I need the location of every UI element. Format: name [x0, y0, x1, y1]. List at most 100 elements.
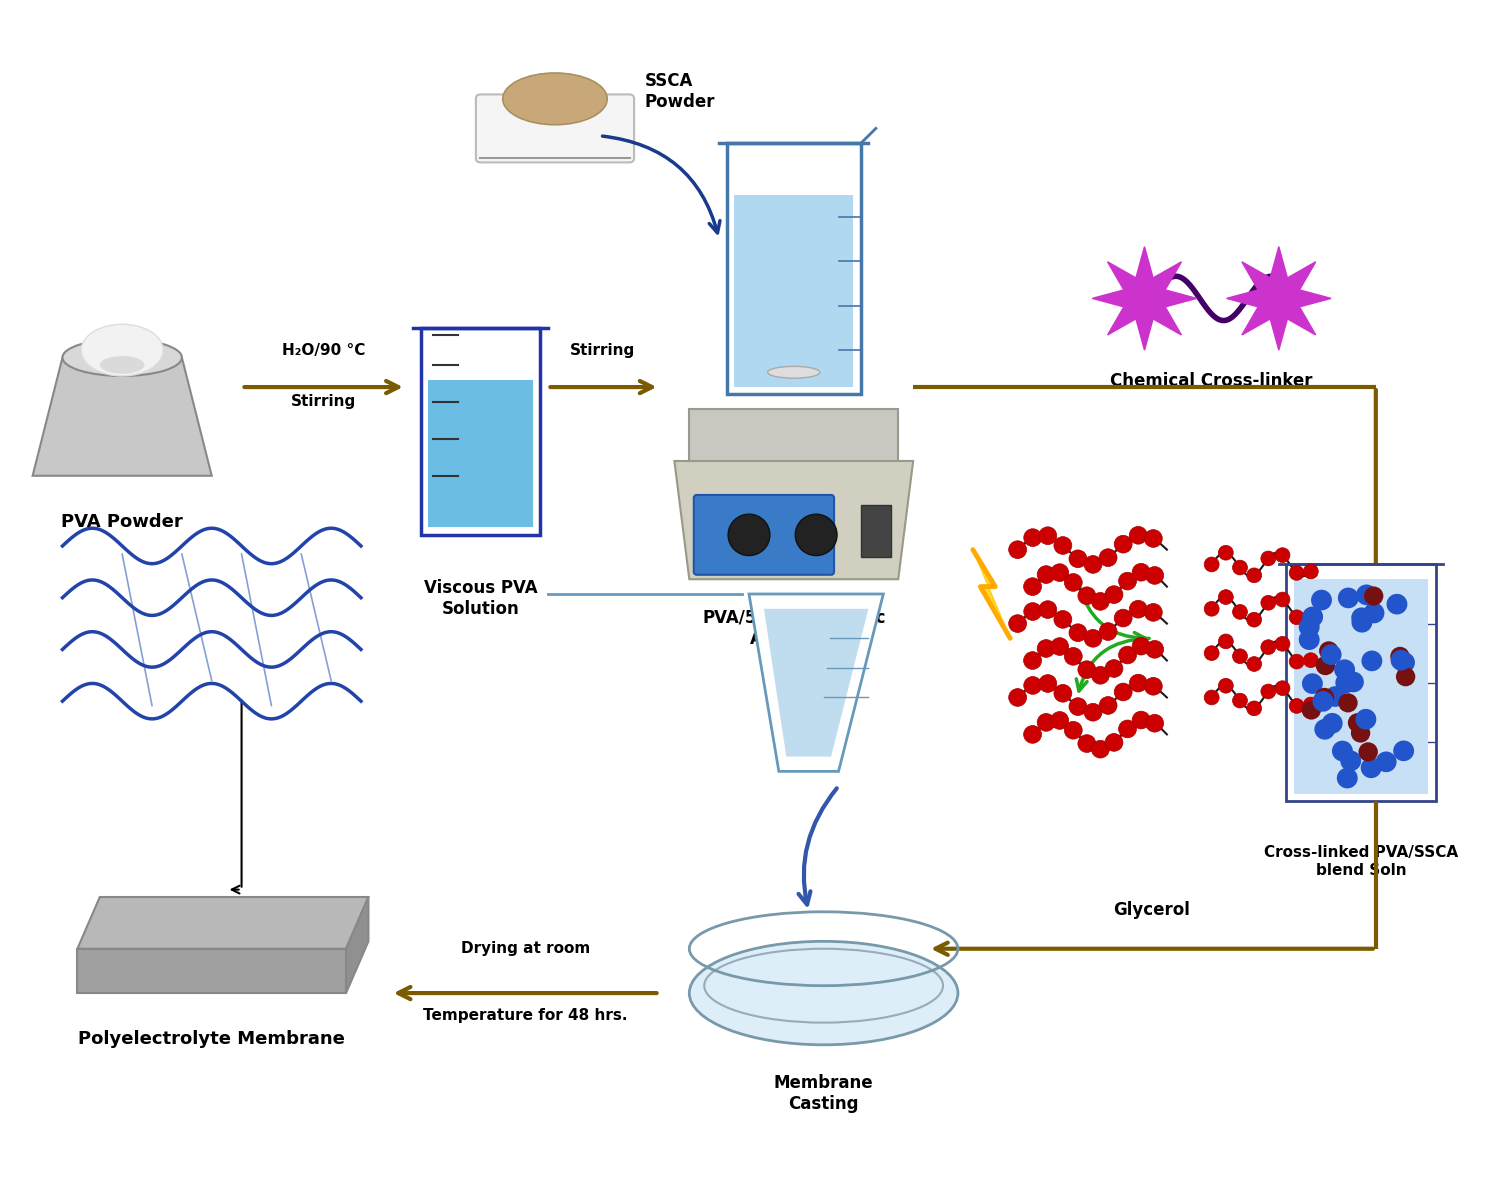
Ellipse shape: [100, 356, 145, 374]
Circle shape: [1390, 646, 1410, 666]
Text: Chemical Cross-linker: Chemical Cross-linker: [1110, 372, 1312, 391]
Circle shape: [1351, 612, 1372, 632]
Circle shape: [1023, 726, 1041, 744]
Circle shape: [1338, 588, 1359, 608]
Circle shape: [1363, 602, 1384, 624]
Circle shape: [1218, 545, 1233, 560]
Text: Viscous PVA
Solution: Viscous PVA Solution: [424, 580, 538, 618]
FancyBboxPatch shape: [1294, 580, 1428, 794]
Circle shape: [1290, 699, 1305, 713]
Circle shape: [1204, 601, 1219, 617]
Circle shape: [1338, 694, 1357, 713]
Circle shape: [1233, 605, 1248, 619]
Circle shape: [1315, 688, 1335, 707]
Circle shape: [1100, 696, 1118, 714]
Circle shape: [1204, 557, 1219, 571]
Circle shape: [1146, 640, 1164, 658]
Circle shape: [1393, 740, 1414, 762]
Text: PVA/5-Sulfosalicylic
Acid Soln: PVA/5-Sulfosalicylic Acid Soln: [703, 608, 885, 647]
Ellipse shape: [81, 324, 163, 375]
Circle shape: [1100, 623, 1118, 640]
Polygon shape: [346, 897, 369, 993]
FancyBboxPatch shape: [727, 144, 861, 394]
Circle shape: [1050, 638, 1068, 656]
Circle shape: [1204, 690, 1219, 704]
Ellipse shape: [503, 72, 607, 125]
Polygon shape: [78, 949, 346, 993]
Text: Stirring: Stirring: [571, 342, 635, 358]
Circle shape: [1356, 709, 1377, 729]
Circle shape: [1261, 684, 1276, 699]
Circle shape: [1365, 587, 1383, 606]
Circle shape: [1146, 714, 1164, 732]
Circle shape: [1129, 526, 1147, 544]
Circle shape: [1275, 592, 1290, 607]
Circle shape: [1064, 574, 1082, 592]
Circle shape: [1233, 693, 1248, 708]
Circle shape: [1085, 556, 1103, 574]
Circle shape: [1023, 676, 1041, 694]
Circle shape: [1395, 652, 1416, 672]
Circle shape: [1351, 607, 1372, 628]
Circle shape: [1023, 602, 1041, 620]
Circle shape: [1315, 656, 1335, 675]
FancyBboxPatch shape: [1287, 564, 1435, 801]
Circle shape: [1324, 687, 1345, 707]
Text: SSCA
Powder: SSCA Powder: [644, 72, 715, 110]
Circle shape: [1132, 712, 1150, 729]
Circle shape: [1119, 646, 1137, 664]
Text: Drying at room: Drying at room: [460, 941, 590, 956]
Circle shape: [1336, 767, 1357, 789]
Polygon shape: [1227, 247, 1332, 350]
Circle shape: [1303, 564, 1318, 579]
Circle shape: [1311, 589, 1332, 611]
Circle shape: [1070, 624, 1088, 642]
Circle shape: [1321, 713, 1342, 734]
Circle shape: [1390, 650, 1411, 670]
Circle shape: [1302, 674, 1323, 694]
Circle shape: [1132, 563, 1150, 581]
FancyBboxPatch shape: [476, 94, 634, 163]
Circle shape: [1008, 689, 1026, 707]
Circle shape: [1341, 751, 1362, 771]
Circle shape: [1233, 649, 1248, 664]
Circle shape: [1348, 713, 1368, 732]
Circle shape: [1129, 675, 1147, 691]
Circle shape: [1144, 530, 1162, 548]
Circle shape: [1275, 681, 1290, 695]
Circle shape: [1008, 614, 1026, 632]
Circle shape: [1055, 684, 1073, 702]
Text: PVA Powder: PVA Powder: [61, 513, 183, 531]
FancyBboxPatch shape: [689, 409, 899, 461]
Circle shape: [1342, 671, 1363, 693]
Ellipse shape: [689, 941, 957, 1044]
Circle shape: [1335, 659, 1356, 680]
Circle shape: [1261, 639, 1276, 655]
Circle shape: [1106, 586, 1124, 604]
Circle shape: [1303, 697, 1318, 712]
Circle shape: [795, 514, 837, 556]
Circle shape: [1246, 701, 1261, 715]
Circle shape: [1092, 740, 1110, 758]
Circle shape: [1008, 541, 1026, 558]
Circle shape: [1079, 661, 1097, 678]
Circle shape: [1129, 600, 1147, 618]
Circle shape: [1261, 551, 1276, 565]
Circle shape: [1360, 758, 1381, 778]
Circle shape: [1351, 723, 1371, 742]
Circle shape: [1290, 565, 1305, 580]
Circle shape: [1246, 612, 1261, 627]
Circle shape: [1332, 740, 1353, 762]
Circle shape: [1320, 642, 1339, 661]
Circle shape: [1037, 714, 1055, 732]
Circle shape: [1119, 720, 1137, 738]
FancyBboxPatch shape: [694, 495, 834, 575]
Circle shape: [1070, 697, 1088, 715]
Circle shape: [1303, 608, 1318, 624]
Circle shape: [1023, 652, 1041, 669]
Polygon shape: [972, 550, 1010, 638]
Circle shape: [1218, 589, 1233, 605]
Circle shape: [1290, 655, 1305, 669]
Circle shape: [1037, 639, 1055, 657]
Polygon shape: [33, 358, 211, 475]
